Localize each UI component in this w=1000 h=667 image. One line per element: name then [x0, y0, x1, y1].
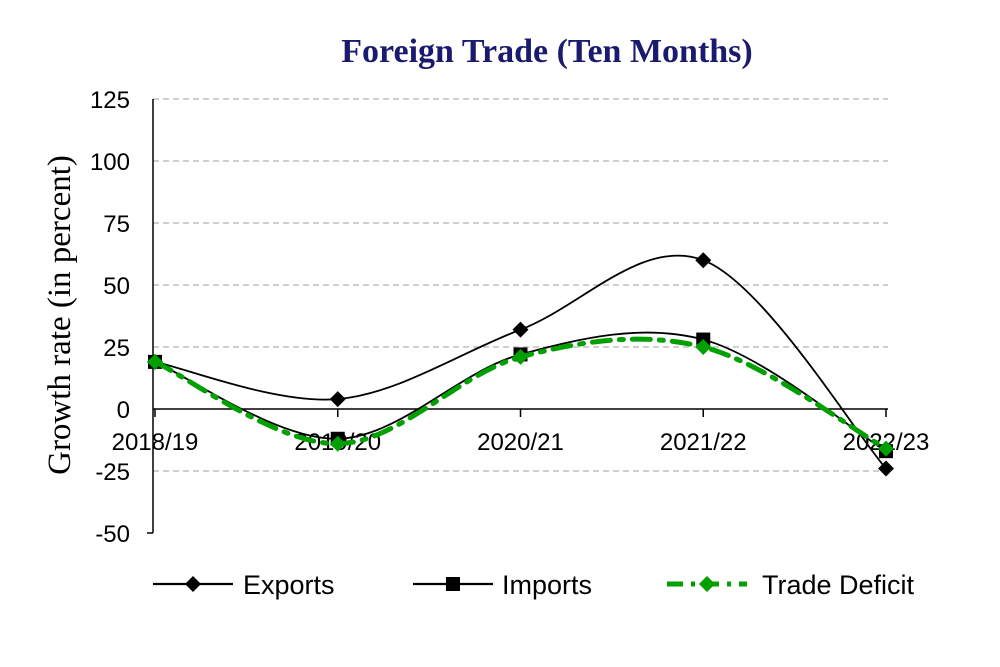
legend-label: Exports: [243, 570, 335, 600]
trade-deficit-marker: [147, 353, 163, 370]
axes: [147, 99, 888, 534]
trade-deficit-marker: [878, 440, 894, 457]
series-layer: [147, 252, 894, 477]
legend-label: Trade Deficit: [762, 570, 915, 600]
y-tick-label: 75: [103, 211, 130, 238]
exports-marker: [695, 252, 712, 269]
y-tick-label: -50: [95, 521, 130, 548]
x-tick-label: 2018/19: [112, 429, 199, 456]
legend-item-trade-deficit: Trade Deficit: [667, 570, 915, 600]
y-tick-labels: 125 100 75 50 25 0 -25 -50: [90, 87, 130, 548]
y-tick-label: 50: [103, 273, 130, 300]
series-trade-deficit: [147, 336, 894, 457]
y-tick-label: 100: [90, 149, 130, 176]
y-axis-label: Growth rate (in percent): [42, 155, 78, 475]
legend-item-exports: Exports: [153, 570, 335, 600]
x-tick-label: 2020/21: [477, 429, 564, 456]
exports-marker: [512, 321, 529, 338]
trade-deficit-marker: [329, 435, 346, 452]
exports-marker: [878, 460, 894, 477]
legend-marker: [446, 577, 460, 591]
y-tick-label: -25: [95, 459, 130, 486]
x-tick-label: 2021/22: [660, 429, 747, 456]
gridlines: [153, 98, 888, 472]
exports-marker: [329, 391, 346, 408]
trade-deficit-marker: [512, 348, 529, 365]
legend-marker: [699, 576, 715, 592]
legend-marker: [185, 576, 201, 592]
y-tick-label: 125: [90, 87, 130, 114]
trade-deficit-marker: [695, 339, 712, 355]
chart-title: Foreign Trade (Ten Months): [341, 33, 753, 70]
y-tick-label: 0: [117, 397, 130, 424]
y-tick-label: 25: [103, 335, 130, 362]
exports-line: [154, 254, 887, 470]
legend-label: Imports: [502, 570, 592, 600]
legend-item-imports: Imports: [413, 570, 592, 600]
legend: Exports Imports Trade Deficit: [153, 570, 915, 600]
